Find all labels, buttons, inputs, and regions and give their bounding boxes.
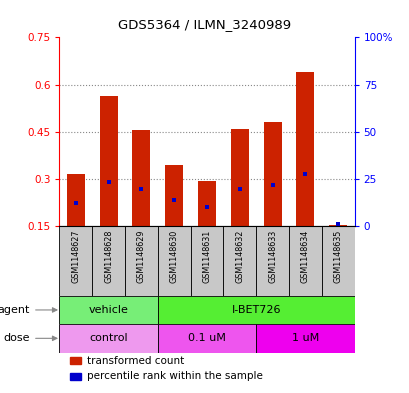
Text: percentile rank within the sample: percentile rank within the sample bbox=[87, 371, 263, 381]
Text: GSM1148627: GSM1148627 bbox=[71, 230, 80, 283]
Bar bbox=[59, 324, 157, 353]
Bar bbox=[59, 296, 157, 324]
Text: GSM1148628: GSM1148628 bbox=[104, 230, 113, 283]
Text: agent: agent bbox=[0, 305, 30, 315]
Text: dose: dose bbox=[3, 333, 30, 343]
Text: vehicle: vehicle bbox=[88, 305, 128, 315]
Bar bbox=[157, 296, 354, 324]
Text: 1 uM: 1 uM bbox=[291, 333, 318, 343]
Bar bbox=[70, 357, 81, 364]
Bar bbox=[92, 226, 125, 296]
Bar bbox=[256, 324, 354, 353]
Bar bbox=[230, 129, 248, 226]
Bar bbox=[296, 72, 314, 226]
Bar bbox=[190, 226, 223, 296]
Bar bbox=[223, 226, 256, 296]
Text: GSM1148629: GSM1148629 bbox=[137, 230, 146, 283]
Bar bbox=[321, 226, 354, 296]
Bar bbox=[165, 165, 183, 226]
Bar bbox=[59, 226, 92, 296]
Bar bbox=[328, 225, 346, 226]
Bar bbox=[67, 174, 85, 226]
Bar bbox=[256, 226, 288, 296]
Bar bbox=[70, 373, 81, 380]
Text: GSM1148633: GSM1148633 bbox=[267, 230, 276, 283]
Bar bbox=[132, 130, 150, 226]
Bar bbox=[288, 226, 321, 296]
Text: GDS5364 / ILMN_3240989: GDS5364 / ILMN_3240989 bbox=[118, 18, 291, 31]
Text: transformed count: transformed count bbox=[87, 356, 184, 366]
Bar bbox=[99, 95, 117, 226]
Bar bbox=[125, 226, 157, 296]
Text: 0.1 uM: 0.1 uM bbox=[188, 333, 225, 343]
Bar bbox=[263, 123, 281, 226]
Text: I-BET726: I-BET726 bbox=[231, 305, 280, 315]
Text: GSM1148634: GSM1148634 bbox=[300, 230, 309, 283]
Text: GSM1148630: GSM1148630 bbox=[169, 230, 178, 283]
Bar bbox=[157, 226, 190, 296]
Bar bbox=[157, 324, 256, 353]
Text: GSM1148631: GSM1148631 bbox=[202, 230, 211, 283]
Text: GSM1148635: GSM1148635 bbox=[333, 230, 342, 283]
Bar bbox=[198, 181, 216, 226]
Text: control: control bbox=[89, 333, 128, 343]
Text: GSM1148632: GSM1148632 bbox=[235, 230, 244, 283]
